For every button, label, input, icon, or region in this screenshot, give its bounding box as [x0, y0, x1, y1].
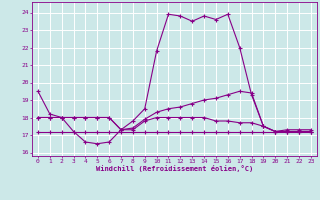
X-axis label: Windchill (Refroidissement éolien,°C): Windchill (Refroidissement éolien,°C): [96, 165, 253, 172]
